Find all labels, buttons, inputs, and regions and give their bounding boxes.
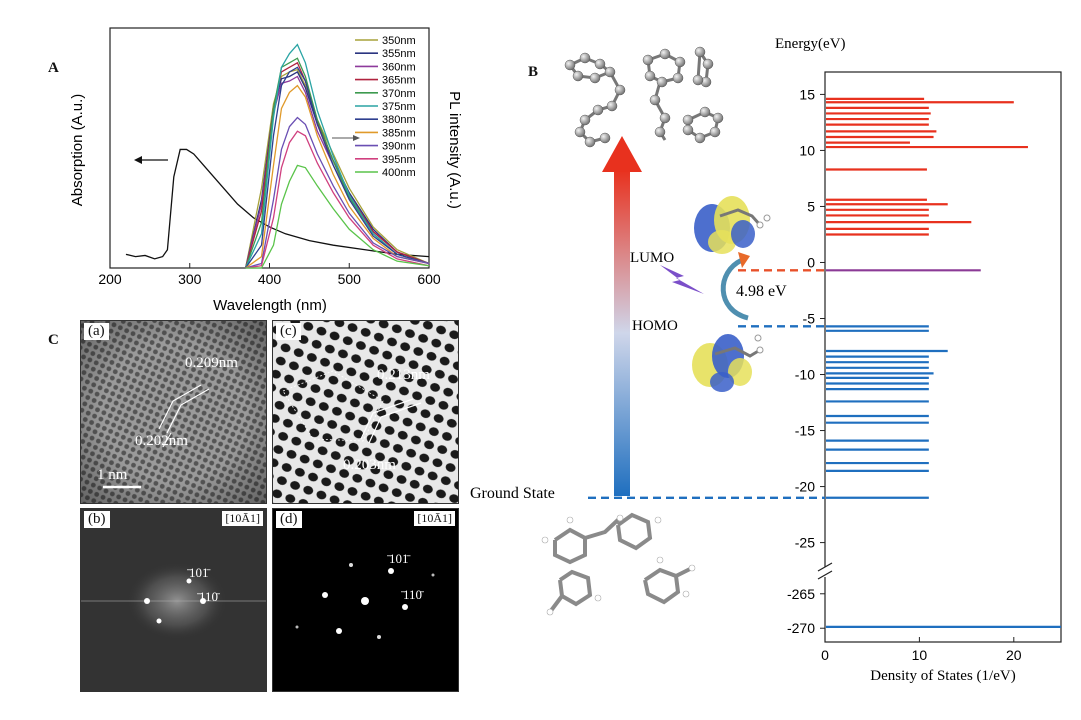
excitation-arrow [602, 136, 642, 496]
transition-arrowhead [738, 252, 750, 268]
axis-break-mark [817, 570, 833, 580]
legend-label: 375nm [382, 101, 416, 113]
ground-state-molecules [541, 512, 696, 616]
y-tick-label: -5 [803, 311, 816, 327]
fft-image-b: (b) [10Ā1] ̄101̄ ̄110̄ [80, 508, 267, 692]
hrtem-image-a: (a) 0.209nm 0.202nm 1 nm [80, 320, 267, 504]
excited-state-molecules [564, 46, 724, 148]
pl-curve-380nm [245, 66, 430, 269]
legend-label: 395nm [382, 154, 416, 166]
panel-b-diagram: LUMO HOMO 4.98 eV Ground State 15 10 5 0 -5 -… [470, 36, 1062, 684]
pl-curve-385nm [245, 84, 430, 269]
absorption-curve [125, 148, 430, 260]
panel-label-a: A [48, 60, 59, 76]
legend-label: 360nm [382, 61, 416, 73]
dos-x-axis-label: Density of States (1/eV) [870, 668, 1015, 684]
absorption-arrowhead [134, 156, 142, 164]
y-tick-label: 10 [799, 142, 815, 158]
y-tick-label: -10 [795, 367, 815, 383]
lumo-label: LUMO [630, 250, 674, 266]
legend-label: 350nm [382, 35, 416, 47]
legend-label: 390nm [382, 141, 416, 153]
homo-label: HOMO [632, 318, 678, 334]
x-tick-label: 500 [338, 271, 362, 287]
x-tick-label: 0 [821, 647, 829, 663]
x-tick-label: 400 [258, 271, 282, 287]
dos-frame [824, 71, 1062, 643]
pl-curve-390nm [245, 116, 430, 269]
x-tick-label: 300 [178, 271, 202, 287]
lattice-spacing-label: 0.203nm [343, 457, 396, 473]
panel-label-b: B [528, 64, 539, 80]
excitation-light-icon [660, 265, 704, 294]
legend-label: 365nm [382, 75, 416, 87]
diffraction-spot-label: ̄110̄ [403, 587, 423, 602]
zone-axis-label: [10Ā1] [222, 511, 263, 526]
legend-label: 400nm [382, 167, 416, 179]
filtered-image-c: (c) 0.213nm 0.203nm [272, 320, 459, 504]
x-tick-label: 20 [1006, 647, 1022, 663]
lattice-spacing-label: 0.213nm [377, 367, 430, 383]
legend-label: 355nm [382, 48, 416, 60]
legend-label: 385nm [382, 127, 416, 139]
lattice-spacing-label: 0.202nm [135, 433, 188, 449]
pl-curve-350nm [244, 68, 430, 269]
axis-break-mark [817, 562, 833, 572]
homo-orbital [692, 334, 764, 392]
diffraction-spot-label: ̄101̄ [389, 551, 409, 566]
y-tick-label: -25 [795, 535, 815, 551]
zone-axis-label: [10Ā1] [414, 511, 455, 526]
y-tick-label: -15 [795, 423, 815, 439]
y-tick-label: -270 [787, 620, 815, 636]
lattice-spacing-label: 0.209nm [185, 355, 238, 371]
subpanel-letter: (a) [84, 323, 109, 340]
x-axis-label: Wavelength (nm) [213, 297, 327, 314]
x-tick-label: 200 [98, 271, 122, 287]
simulated-diffraction-d: (d) [10Ā1] ̄101̄ ̄110̄ [272, 508, 459, 692]
lumo-orbital [694, 196, 771, 254]
ground-state-label: Ground State [470, 485, 555, 502]
y-tick-label: -265 [787, 586, 815, 602]
x-tick-label: 600 [417, 271, 441, 287]
y-tick-label: 15 [799, 86, 815, 102]
y-tick-label: 5 [807, 198, 815, 214]
axis-break [817, 567, 833, 577]
scale-bar-label: 1 nm [97, 467, 128, 483]
pl-curve-395nm [245, 130, 430, 269]
legend-label: 380nm [382, 114, 416, 126]
y-tick-label: -20 [795, 479, 815, 495]
gap-energy-label: 4.98 eV [736, 283, 787, 300]
x-tick-label: 10 [912, 647, 928, 663]
transition-arrow [720, 257, 749, 321]
diffraction-spot-label: ̄101̄ [189, 565, 209, 580]
panel-label-c: C [48, 332, 59, 348]
dos-y-axis-title: Energy(eV) [775, 36, 846, 52]
pl-curve-375nm [244, 43, 430, 269]
diffraction-spot-label: ̄110̄ [199, 589, 219, 604]
subpanel-letter: (b) [84, 511, 110, 528]
legend-label: 370nm [382, 88, 416, 100]
subpanel-letter: (c) [276, 323, 301, 340]
pl-arrowhead [353, 135, 360, 141]
pl-curve-400nm [245, 164, 430, 269]
y-tick-label: 0 [807, 254, 815, 270]
subpanel-letter: (d) [276, 511, 302, 528]
y-axis-label-left: Absorption (A.u.) [70, 94, 86, 207]
y-axis-label-right: PL intensity (A.u.) [446, 91, 463, 209]
panel-a-chart: 200 300 400 500 600 Absorption (A.u.) PL int… [70, 27, 463, 314]
